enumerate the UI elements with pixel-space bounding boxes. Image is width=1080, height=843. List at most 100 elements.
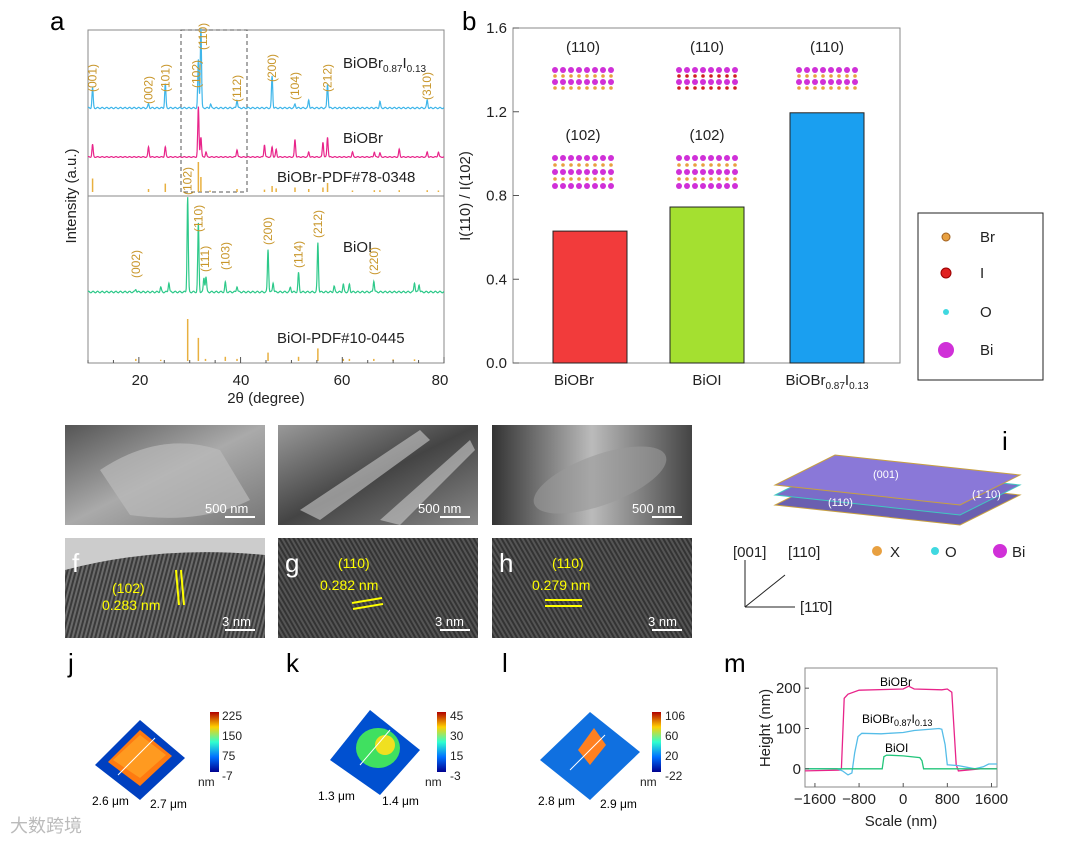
hkl-label: (114) — [292, 241, 306, 268]
atom-dot — [797, 74, 801, 78]
svg-text:45: 45 — [450, 709, 464, 723]
atom-dot — [600, 155, 606, 161]
svg-text:0.282 nm: 0.282 nm — [320, 577, 378, 593]
atom-dot — [552, 169, 558, 175]
atom-dot — [693, 86, 697, 90]
atom-dot — [693, 74, 697, 78]
atom-dot — [804, 79, 810, 85]
atom-dot — [852, 79, 858, 85]
svg-text:20: 20 — [665, 749, 679, 763]
svg-text:Scale (nm): Scale (nm) — [865, 813, 938, 830]
atom-dot — [724, 155, 730, 161]
legend-label: Bi — [980, 342, 993, 359]
atom-dot — [733, 177, 737, 181]
atom-dot — [701, 74, 705, 78]
svg-text:75: 75 — [222, 749, 236, 763]
reference-label: BiOI-PDF#10-0445 — [277, 330, 405, 347]
atom-dot — [685, 163, 689, 167]
atom-dot — [725, 86, 729, 90]
atom-dot — [560, 155, 566, 161]
svg-text:(110): (110) — [552, 555, 584, 571]
tem-image-g: g (110) 0.282 nm 3 nm — [278, 538, 478, 638]
xrd-chart: Intensity (a.u.) 2θ (degree) 20 40 60 80… — [63, 23, 448, 407]
svg-text:500 nm: 500 nm — [632, 501, 675, 516]
atom-dot — [725, 163, 729, 167]
atom-dot — [708, 79, 714, 85]
atom-dot — [820, 67, 826, 73]
atom-dot — [601, 163, 605, 167]
atom-dot — [685, 74, 689, 78]
atom-dot — [844, 67, 850, 73]
x-tick: −1600 — [794, 791, 836, 808]
hkl-label: (200) — [265, 54, 279, 82]
atom-dot — [708, 169, 714, 175]
atom-dot — [601, 86, 605, 90]
atom-dot — [609, 74, 613, 78]
svg-text:Height (nm): Height (nm) — [757, 689, 774, 767]
afm-image-k: 1.3 μm 1.4 μm 45 30 15 -3 nm — [318, 709, 464, 808]
atom-dot — [584, 169, 590, 175]
y-tick: 0 — [793, 761, 801, 778]
atom-dot — [592, 183, 598, 189]
svg-text:[110]: [110] — [788, 544, 820, 561]
reference-label: BiOBr-PDF#78-0348 — [277, 169, 415, 186]
atom-dot — [725, 177, 729, 181]
hkl-label: (001) — [86, 64, 100, 92]
atom-dot — [700, 79, 706, 85]
bi-atom-icon — [938, 342, 954, 358]
svg-text:0.279 nm: 0.279 nm — [532, 577, 590, 593]
category-label: BiOI — [692, 372, 721, 389]
atom-dot — [684, 79, 690, 85]
atom-dot — [677, 74, 681, 78]
atom-dot — [733, 163, 737, 167]
atom-dot — [820, 79, 826, 85]
atom-dot — [828, 67, 834, 73]
atom-dot — [577, 163, 581, 167]
annotation: (110) — [690, 39, 724, 56]
atom-dot — [813, 86, 817, 90]
atom-dot — [600, 79, 606, 85]
svg-text:(110): (110) — [828, 497, 853, 509]
atom-dot — [717, 177, 721, 181]
annotation: (110) — [566, 39, 600, 56]
hkl-label: (101) — [158, 64, 172, 92]
atom-dot — [700, 155, 706, 161]
atom-dot — [717, 163, 721, 167]
atom-dot — [553, 163, 557, 167]
atom-dot — [733, 86, 737, 90]
category-label: BiOBr — [554, 372, 594, 389]
atom-dot — [676, 155, 682, 161]
atom-dot — [836, 67, 842, 73]
atom-dot — [577, 177, 581, 181]
atom-dot — [560, 79, 566, 85]
atom-dot — [733, 74, 737, 78]
atom-dot — [608, 67, 614, 73]
legend-label: O — [980, 304, 992, 321]
atom-dot — [717, 74, 721, 78]
atom-dot — [837, 86, 841, 90]
atom-dot — [608, 79, 614, 85]
atom-dot — [560, 169, 566, 175]
atom-dot — [693, 177, 697, 181]
atom-dot — [585, 177, 589, 181]
atom-dot — [552, 183, 558, 189]
atom-dot — [584, 183, 590, 189]
atom-dot — [724, 79, 730, 85]
atom-dot — [569, 163, 573, 167]
atom-dot — [700, 169, 706, 175]
svg-text:O: O — [945, 544, 957, 561]
svg-text:-3: -3 — [450, 769, 461, 783]
atom-dot — [853, 86, 857, 90]
atom-dot — [593, 163, 597, 167]
afm-image-j: 2.6 μm 2.7 μm 225 150 75 -7 nm — [92, 709, 242, 811]
atom-dot — [609, 177, 613, 181]
atom-dot — [608, 183, 614, 189]
svg-text:0.283 nm: 0.283 nm — [102, 597, 160, 613]
o-atom-icon — [931, 547, 939, 555]
panel-label-k: k — [286, 648, 300, 678]
atom-dot — [561, 163, 565, 167]
atom-dot — [600, 67, 606, 73]
sem-image-c: 500 nm — [65, 425, 265, 525]
svg-text:-7: -7 — [222, 769, 233, 783]
atom-dot — [709, 163, 713, 167]
